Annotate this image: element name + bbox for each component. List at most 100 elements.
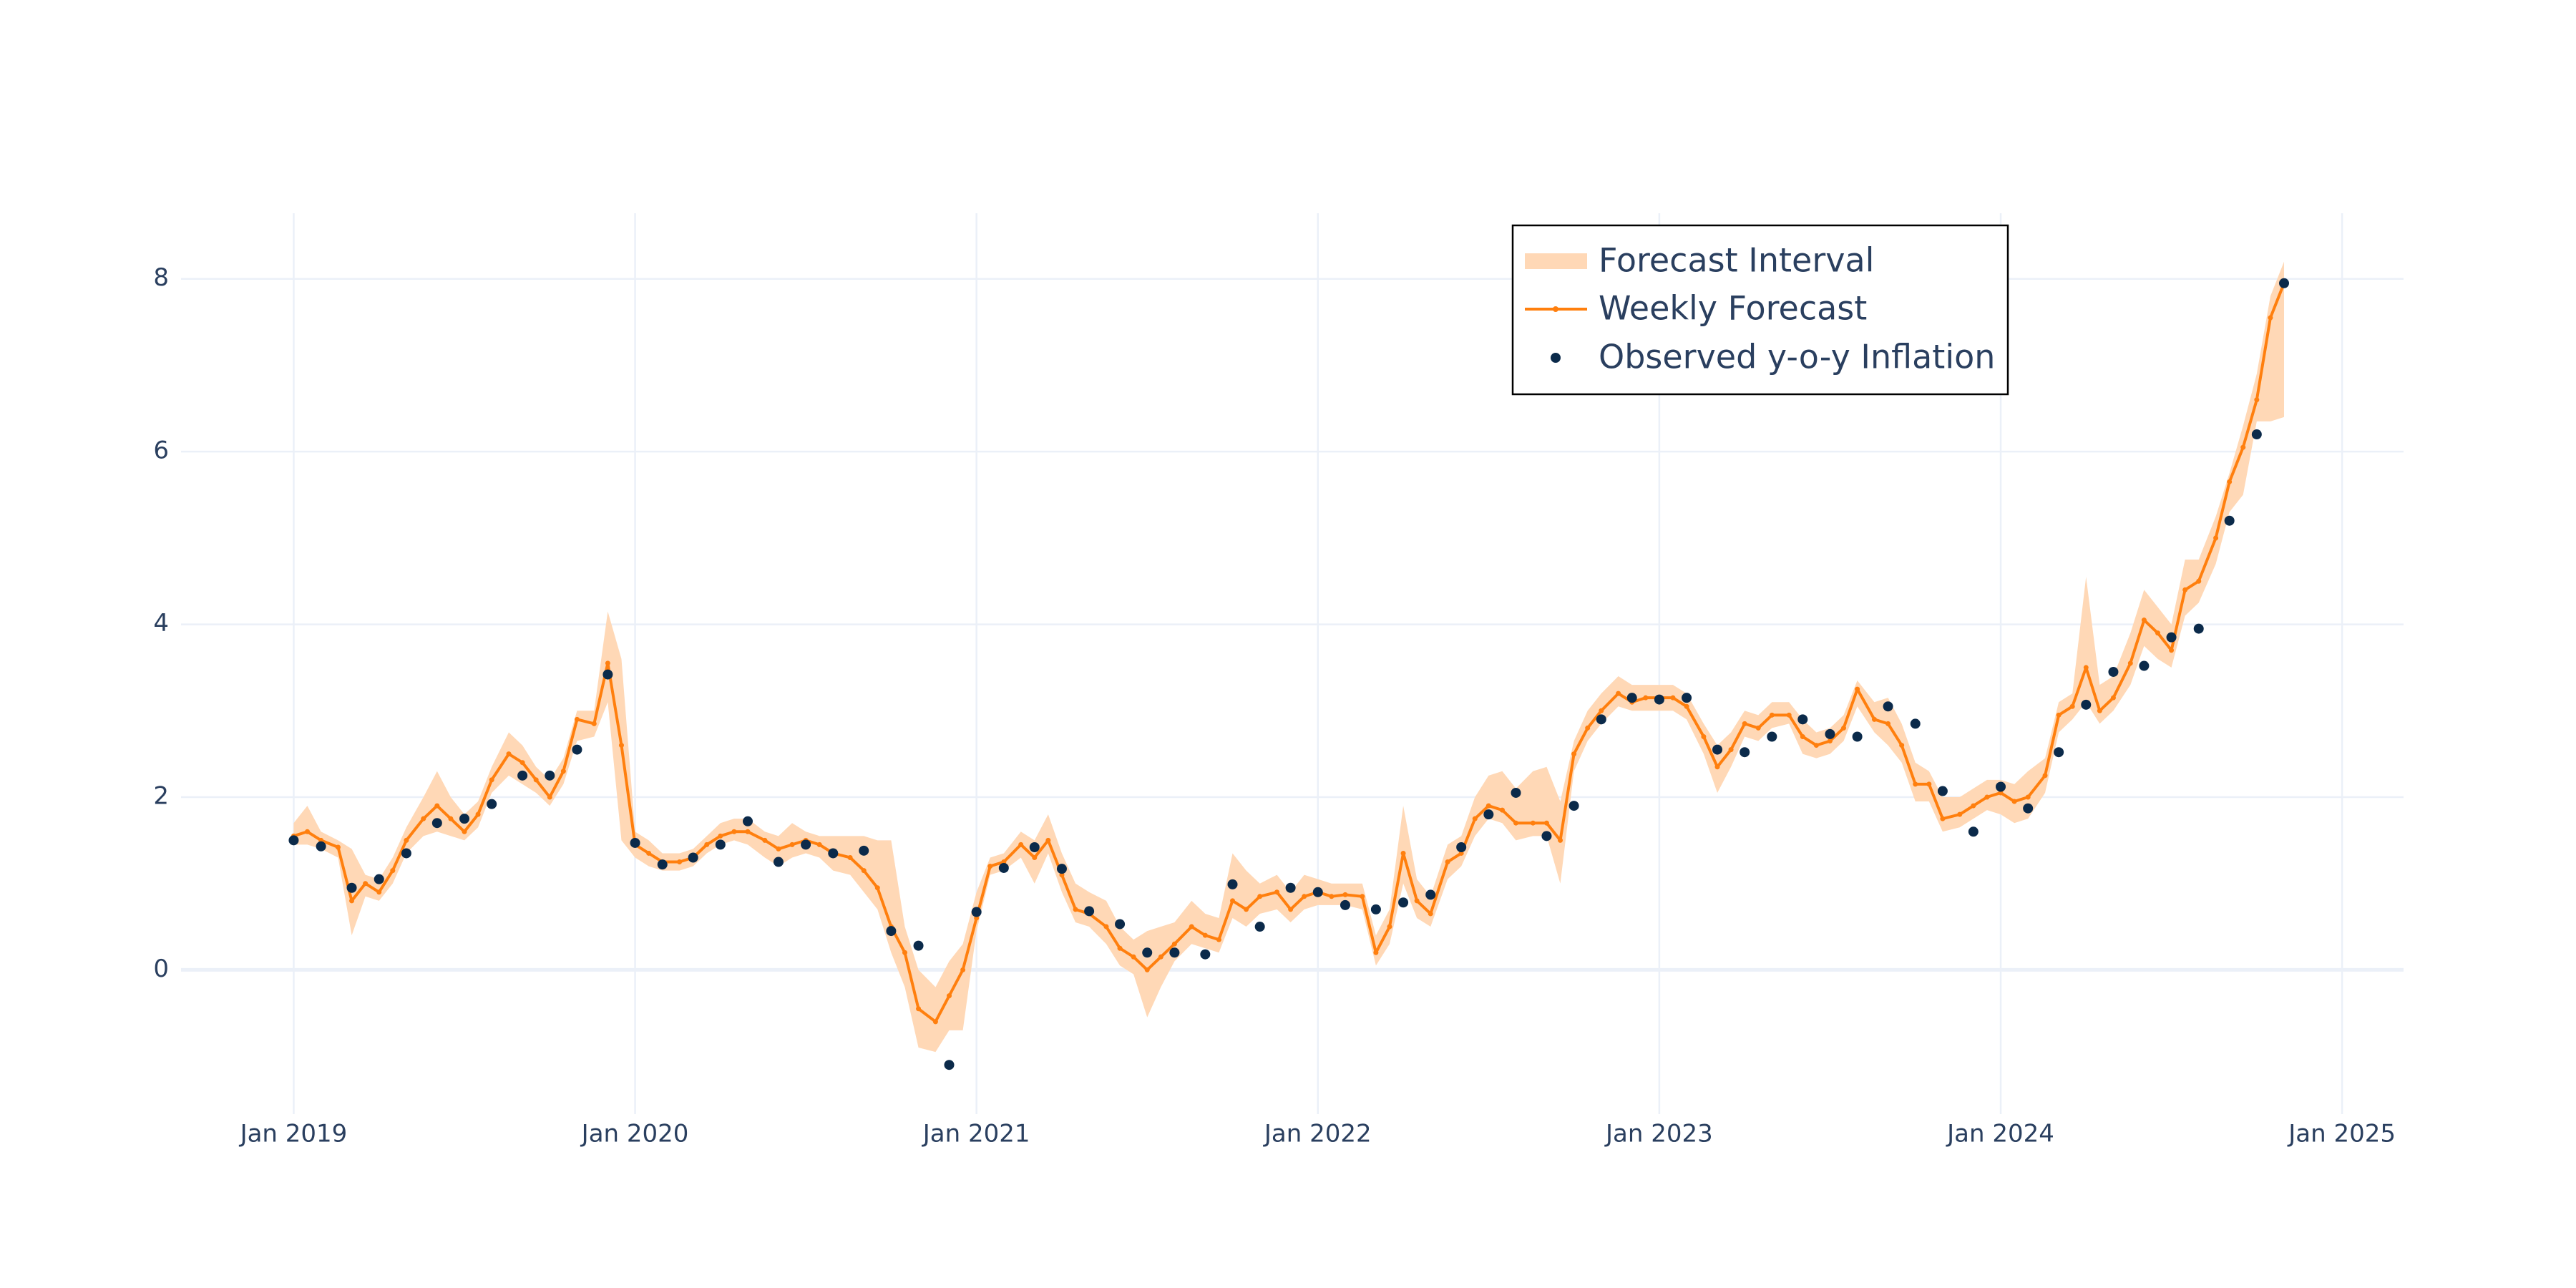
observed-point bbox=[630, 837, 640, 848]
observed-point bbox=[1056, 864, 1067, 874]
forecast-marker bbox=[2127, 660, 2133, 666]
observed-point bbox=[2224, 515, 2235, 526]
observed-point bbox=[1626, 693, 1637, 703]
observed-point bbox=[1937, 786, 1948, 796]
forecast-marker bbox=[305, 829, 311, 834]
forecast-marker bbox=[2182, 587, 2188, 592]
observed-point bbox=[1541, 831, 1552, 841]
forecast-marker bbox=[533, 777, 539, 783]
forecast-marker bbox=[2169, 648, 2175, 653]
observed-point bbox=[998, 862, 1009, 873]
forecast-marker bbox=[916, 1006, 922, 1012]
observed-point bbox=[1654, 694, 1664, 705]
forecast-marker bbox=[2042, 773, 2048, 779]
forecast-interval bbox=[293, 261, 2285, 1053]
observed-point bbox=[401, 848, 411, 859]
observed-point bbox=[859, 845, 869, 856]
forecast-marker bbox=[1984, 794, 1990, 800]
observed-point bbox=[1456, 842, 1467, 853]
observed-point bbox=[2081, 699, 2092, 710]
forecast-marker bbox=[2155, 630, 2160, 636]
axes: 0 2 4 6 8 Jan 2019 Jan 2020 Jan 2021 Jan 2022 Jan… bbox=[153, 263, 2396, 1148]
observed-point bbox=[2108, 666, 2119, 677]
legend-label: Observed y-o-y Inflation bbox=[1599, 338, 1995, 376]
legend-symbol bbox=[1553, 306, 1558, 312]
forecast-marker bbox=[1841, 725, 1847, 731]
forecast-marker bbox=[1045, 837, 1051, 843]
y-tick-label: 0 bbox=[153, 955, 169, 983]
forecast-marker bbox=[1957, 811, 1963, 817]
legend-symbol bbox=[1525, 253, 1587, 269]
observed-point bbox=[431, 818, 442, 829]
forecast-marker bbox=[1899, 743, 1905, 748]
forecast-marker bbox=[404, 837, 409, 843]
observed-point bbox=[1968, 826, 1979, 837]
x-tick-label: Jan 2022 bbox=[1263, 1120, 1372, 1148]
forecast-marker bbox=[1885, 721, 1891, 726]
forecast-marker bbox=[335, 844, 341, 850]
forecast-marker bbox=[1485, 803, 1491, 809]
forecast-marker bbox=[1360, 894, 1365, 899]
forecast-marker bbox=[1827, 738, 1833, 744]
forecast-marker bbox=[349, 898, 355, 904]
observed-point bbox=[1568, 801, 1579, 811]
forecast-marker bbox=[1144, 967, 1150, 972]
forecast-marker bbox=[1670, 695, 1676, 701]
x-tick-label: Jan 2021 bbox=[922, 1120, 1030, 1148]
forecast-marker bbox=[1742, 721, 1747, 726]
forecast-marker bbox=[1513, 820, 1519, 826]
forecast-marker bbox=[646, 850, 652, 856]
legend: Forecast Interval Weekly Forecast Observed… bbox=[1511, 224, 2009, 396]
observed-point bbox=[346, 882, 357, 893]
plot-area bbox=[288, 261, 2290, 1070]
x-tick-label: Jan 2024 bbox=[1946, 1120, 2054, 1148]
forecast-marker bbox=[1684, 703, 1689, 709]
observed-point bbox=[1910, 718, 1921, 729]
observed-point bbox=[1797, 714, 1808, 725]
forecast-marker bbox=[1755, 725, 1761, 731]
forecast-marker bbox=[1244, 907, 1249, 912]
x-tick-label: Jan 2023 bbox=[1604, 1120, 1713, 1148]
observed-point bbox=[1883, 701, 1893, 712]
forecast-marker bbox=[731, 829, 737, 834]
forecast-marker bbox=[1813, 743, 1819, 748]
observed-point bbox=[1596, 714, 1606, 725]
forecast-marker bbox=[987, 864, 993, 869]
forecast-marker bbox=[1158, 954, 1163, 960]
observed-point bbox=[2193, 623, 2204, 634]
observed-point bbox=[2054, 747, 2064, 758]
forecast-marker bbox=[2141, 618, 2147, 623]
observed-point bbox=[1312, 887, 1323, 897]
forecast-marker bbox=[1940, 816, 1946, 821]
observed-point bbox=[1712, 744, 1723, 755]
observed-point bbox=[743, 816, 753, 826]
observed-point bbox=[1340, 899, 1350, 910]
forecast-marker bbox=[1230, 898, 1236, 904]
observed-point bbox=[688, 852, 698, 863]
forecast-marker bbox=[677, 859, 683, 865]
forecast-marker bbox=[847, 854, 853, 860]
forecast-marker bbox=[874, 885, 880, 891]
forecast-marker bbox=[605, 660, 610, 666]
forecast-marker bbox=[1257, 894, 1263, 899]
forecast-marker bbox=[2213, 535, 2219, 541]
legend-symbol bbox=[1551, 353, 1561, 363]
observed-point bbox=[1370, 904, 1381, 914]
forecast-marker bbox=[1855, 686, 1860, 692]
forecast-marker bbox=[2227, 479, 2233, 484]
forecast-marker bbox=[816, 841, 822, 847]
forecast-marker bbox=[1571, 751, 1577, 757]
forecast-marker bbox=[1701, 733, 1707, 739]
forecast-marker bbox=[1302, 894, 1307, 899]
forecast-marker bbox=[1387, 924, 1392, 930]
y-tick-label: 2 bbox=[153, 781, 169, 810]
forecast-marker bbox=[421, 816, 426, 821]
observed-point bbox=[1200, 949, 1211, 960]
observed-point bbox=[971, 907, 982, 917]
forecast-marker bbox=[434, 803, 440, 809]
y-tick-label: 4 bbox=[153, 609, 169, 638]
legend-label: Forecast Interval bbox=[1599, 241, 1874, 280]
forecast-marker bbox=[1499, 807, 1505, 813]
